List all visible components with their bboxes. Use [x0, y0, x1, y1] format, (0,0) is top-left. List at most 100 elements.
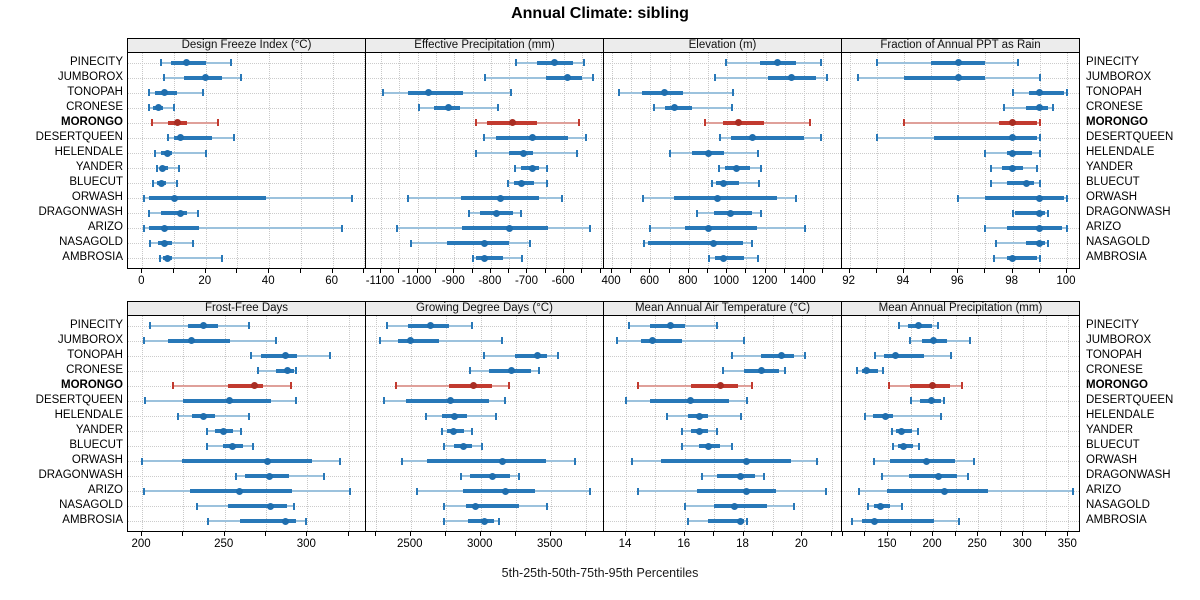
axis-tick [726, 269, 728, 273]
axis-tick [204, 269, 206, 273]
median-dot [551, 59, 559, 67]
whisker-cap-low [381, 89, 384, 97]
iqr-line [148, 196, 267, 201]
whisker-cap-high [1038, 254, 1041, 262]
median-dot [265, 472, 273, 480]
median-dot [520, 149, 528, 157]
gridline-v [550, 316, 552, 531]
panel-strip: Mean Annual Air Temperature (°C) [603, 301, 842, 316]
iqr-line [903, 75, 986, 80]
median-dot [229, 442, 237, 450]
iqr-line [261, 353, 298, 358]
gridline-v [958, 53, 960, 268]
whisker-cap-low [149, 322, 152, 330]
axis-tick [380, 269, 381, 273]
axis-tick-label: 300 [296, 538, 316, 550]
whisker-cap-low [418, 104, 421, 112]
median-dot [480, 517, 488, 525]
whisker-cap-low [147, 104, 150, 112]
site-label-left: TONOPAH [67, 85, 123, 98]
whisker-cap-low [875, 59, 878, 67]
whisker-cap-low [897, 322, 900, 330]
site-label-left: HELENDALE [54, 146, 123, 158]
gridline-v [545, 53, 547, 268]
whisker-cap-high [217, 119, 220, 127]
axis-tick [331, 269, 333, 273]
whisker-cap-low [147, 89, 150, 97]
gridline-h [842, 506, 1079, 508]
gridline-h [128, 153, 365, 154]
axis-tick [909, 532, 911, 536]
panel-strip: Effective Precipitation (mm) [365, 38, 604, 53]
whisker-cap-high [176, 179, 179, 187]
median-dot [202, 74, 210, 82]
axis-tick-label: 94 [896, 275, 910, 287]
axis-tick [687, 269, 689, 273]
axis-tick [141, 269, 143, 273]
site-label-right: AMBROSIA [1086, 251, 1147, 264]
iqr-line [674, 196, 778, 201]
gridline-h [128, 431, 365, 433]
median-dot [509, 119, 517, 127]
panel-strip: Design Freeze Index (°C) [127, 38, 366, 53]
iqr-line [227, 504, 288, 509]
site-label-right: DESERTQUEEN [1086, 393, 1174, 406]
axis-tick [764, 269, 766, 273]
axis-tick-label: 3000 [467, 538, 493, 550]
whisker-cap-low [207, 517, 210, 525]
gridline-h [128, 107, 365, 109]
site-label-right: MORONGO [1086, 378, 1148, 391]
whisker-cap-high [248, 412, 251, 420]
site-label-left: BLUECUT [69, 176, 123, 189]
whisker-cap-low [379, 337, 381, 345]
gridline-v [784, 53, 786, 268]
median-dot [716, 382, 724, 390]
whisker-cap-low [459, 472, 462, 480]
gridline-h [128, 92, 365, 94]
gridline-v [445, 316, 447, 531]
median-dot [1036, 104, 1044, 112]
gridline-h [842, 153, 1079, 154]
gridline-v [490, 53, 492, 268]
site-label-left: CRONESE [66, 100, 123, 113]
gridline-v [435, 53, 437, 268]
gridline-v [381, 53, 382, 268]
axis-tick-label: 2500 [397, 538, 423, 550]
iqr-line [661, 459, 791, 464]
median-dot [529, 134, 537, 142]
whisker-cap-high [239, 74, 242, 82]
gridline-v [174, 53, 175, 268]
whisker-cap-low [725, 59, 728, 67]
whisker-cap-low [141, 457, 144, 465]
axis-tick [957, 269, 959, 273]
whisker-cap-high [574, 457, 577, 465]
site-label-left: PINECITY [69, 55, 123, 68]
iqr-line [1007, 181, 1035, 186]
whisker-cap-high [1065, 89, 1068, 97]
median-dot [788, 74, 796, 82]
gridline-v [269, 53, 271, 268]
site-label-left: TONOPAH [67, 348, 123, 361]
whisker-cap-high [804, 352, 807, 360]
axis-tick-label: 3500 [537, 538, 563, 550]
whisker-cap-high [577, 119, 580, 127]
whisker-cap-high [339, 457, 342, 465]
site-label-left: CRONESE [66, 363, 123, 376]
median-dot [757, 367, 765, 375]
whisker-cap-high [196, 209, 199, 217]
iqr-line [884, 353, 925, 358]
median-dot [934, 472, 942, 480]
median-dot [748, 134, 756, 142]
gridline-h [842, 228, 1079, 230]
whisker-cap-high [494, 412, 497, 420]
whisker-line [996, 242, 1048, 245]
whisker-cap-high [742, 337, 745, 345]
whisker-cap-high [1017, 59, 1020, 67]
gridline-v [887, 316, 889, 531]
axis-tick [526, 269, 528, 273]
iqr-line [466, 504, 520, 509]
whisker-cap-high [792, 502, 795, 510]
axis-tick-label: 350 [1057, 538, 1077, 550]
whisker-cap-high [731, 104, 734, 112]
whisker-cap-high [497, 104, 500, 112]
